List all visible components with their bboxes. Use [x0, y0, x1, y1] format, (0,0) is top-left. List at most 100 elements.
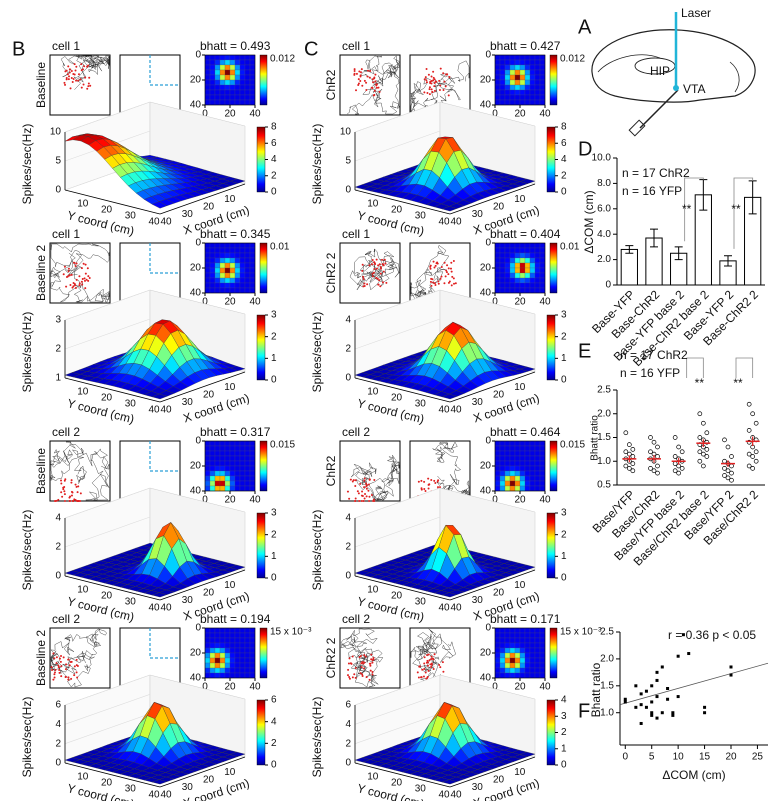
spike-dot — [346, 490, 349, 493]
spike-dot — [450, 270, 453, 273]
spike-dot — [83, 279, 86, 282]
spike-dot — [67, 678, 70, 681]
x-coord-tick-label: 20 — [203, 390, 215, 401]
heatmap-cell — [524, 84, 531, 91]
heatmap-cell — [504, 627, 511, 634]
y-coord-tick-label: 10 — [367, 585, 379, 596]
heatmap-cell — [209, 465, 216, 472]
y-tick-label: 1.0 — [600, 707, 614, 718]
heatmap-cell — [239, 79, 246, 86]
heatmap-cell — [539, 450, 546, 457]
surface-colorbar — [256, 314, 266, 381]
surface-patch — [151, 201, 168, 209]
heatmap-cell — [209, 445, 216, 452]
colorbar-tick-label: 0 — [561, 760, 567, 771]
spike-dot — [69, 87, 72, 90]
heatmap-cell — [519, 475, 526, 482]
spike-dot — [88, 76, 91, 79]
heatmap-cell — [514, 672, 521, 679]
heatmap-cell — [539, 94, 546, 101]
heatmap-cell — [509, 282, 516, 289]
z-tick-label: 0 — [55, 571, 61, 582]
z-tick-label: 6 — [55, 700, 61, 711]
heatmap-cell — [239, 627, 246, 634]
x-coord-tick-label: 30 — [472, 782, 484, 793]
spike-dot — [365, 487, 368, 490]
heatmap-cell — [529, 99, 536, 106]
x-coord-tick-label: 20 — [203, 775, 215, 786]
heatmap-cell — [499, 242, 506, 249]
spike-dot — [73, 283, 76, 286]
heatmap-cell — [234, 637, 241, 644]
heatmap-cell — [504, 475, 511, 482]
heatmap-cell — [214, 455, 221, 462]
spike-dot — [442, 72, 445, 75]
heatmap-cell — [519, 637, 526, 644]
heatmap-cell — [229, 64, 236, 71]
surface-base-edge — [449, 756, 536, 788]
heatmap-cell — [529, 440, 536, 447]
colorbar-tick-label: 2 — [271, 529, 277, 540]
colorbar-tick-label: 1 — [561, 743, 567, 754]
heatmap-cell — [244, 79, 251, 86]
cell-label: cell 1 — [342, 227, 370, 241]
heatmap-cell — [209, 89, 216, 96]
data-point — [671, 711, 675, 715]
z-tick-label: 3 — [55, 315, 61, 326]
heatmap-cell — [234, 470, 241, 477]
heatmap-cell — [234, 262, 241, 269]
heatmap-cell — [504, 277, 511, 284]
heatmap-cell — [539, 262, 546, 269]
heatmap-cell — [214, 282, 221, 289]
spike-dot — [73, 674, 76, 677]
spike-dot — [67, 78, 70, 81]
heatmap-tick-label: 40 — [190, 486, 202, 497]
place-field-outline — [149, 441, 180, 472]
spike-dot — [77, 485, 80, 488]
heatmap-cell — [514, 642, 521, 649]
heatmap-cell — [249, 262, 256, 269]
heatmap-cell — [539, 287, 546, 294]
y-coord-tick-label: 10 — [77, 387, 89, 398]
heatmap-cell — [224, 267, 231, 274]
heatmap-cell — [504, 59, 511, 66]
heatmap-cell — [499, 99, 506, 106]
spike-dot — [65, 275, 68, 278]
spike-dot — [50, 666, 53, 669]
surface-base-edge — [159, 569, 246, 601]
spike-dot — [353, 70, 356, 73]
x-coord-tick-label: 20 — [493, 775, 505, 786]
heatmap-cell — [524, 69, 531, 76]
spike-dot — [64, 668, 67, 671]
z-grid-line — [354, 674, 441, 706]
heatmap-cell — [239, 485, 246, 492]
heatmap-cell — [244, 455, 251, 462]
spike-dot — [74, 286, 77, 289]
spike-dot — [373, 89, 376, 92]
z-axis-label: Spikes/sec(Hz) — [310, 312, 324, 393]
spike-dot — [420, 488, 423, 491]
y-coord-tick-label: 30 — [415, 784, 427, 795]
heatmap-cell — [499, 69, 506, 76]
spike-dot — [79, 78, 82, 81]
spike-dot — [426, 91, 429, 94]
heatmap-cell — [214, 287, 221, 294]
heatmap-cell — [514, 99, 521, 106]
heatmap-cell — [204, 257, 211, 264]
colorbar-tick-label: 0 — [561, 573, 567, 584]
heatmap-cell — [524, 445, 531, 452]
colorbar-tick-label: 2 — [561, 331, 567, 342]
heatmap-cell — [214, 94, 221, 101]
heatmap-cell — [219, 470, 226, 477]
heatmap-cell — [534, 652, 541, 659]
spike-dot — [374, 73, 377, 76]
heatmap-cell — [244, 242, 251, 249]
y-tick-label: 0 — [605, 280, 611, 291]
heatmap-cell — [239, 637, 246, 644]
heatmap-cell — [209, 84, 216, 91]
heatmap-cell — [504, 69, 511, 76]
heatmap-cell — [244, 672, 251, 679]
heatmap-cell — [519, 465, 526, 472]
z-tick-label: 2 — [55, 738, 61, 749]
spike-dot — [370, 658, 373, 661]
